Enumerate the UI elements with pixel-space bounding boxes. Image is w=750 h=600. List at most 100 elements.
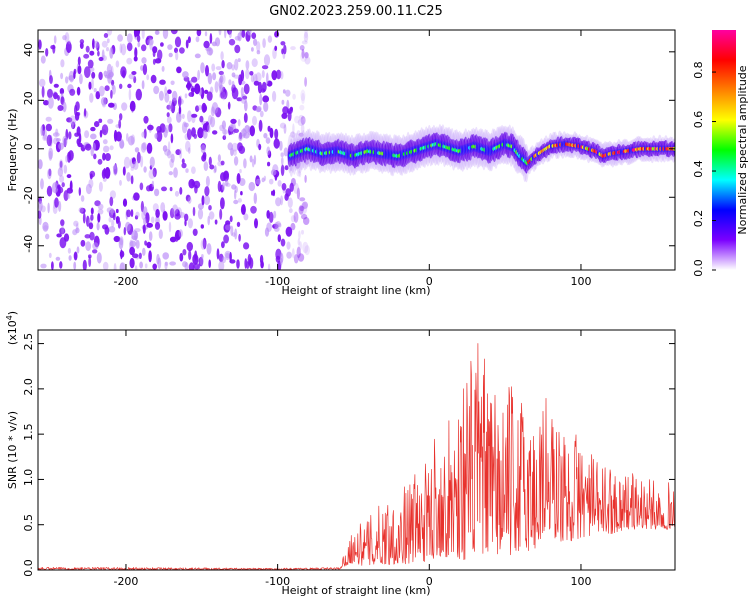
noise-speckle [134, 215, 139, 220]
noise-speckle [43, 225, 49, 230]
noise-speckle [249, 71, 254, 76]
noise-speckle [148, 250, 152, 263]
noise-speckle [133, 76, 137, 84]
noise-speckle [77, 56, 81, 66]
noise-speckle [66, 174, 72, 179]
noise-speckle [162, 211, 168, 221]
snr-panel: -200 -100 0 100 0.0 0.5 1.0 1.5 2.0 2.5 Height of… [5, 311, 676, 597]
noise-speckle [201, 195, 205, 206]
noise-speckle [301, 92, 305, 105]
noise-speckle [147, 38, 154, 46]
noise-speckle [150, 74, 157, 84]
noise-speckle [222, 129, 228, 135]
noise-speckle [65, 76, 69, 84]
noise-speckle [194, 83, 201, 95]
noise-speckle [92, 38, 95, 50]
noise-speckle [115, 131, 122, 142]
noise-speckle [40, 125, 44, 136]
noise-speckle [243, 112, 248, 123]
noise-speckle [127, 83, 132, 89]
noise-speckle [113, 164, 118, 176]
noise-speckle [275, 69, 282, 80]
noise-speckle [80, 195, 85, 202]
noise-speckle [262, 38, 266, 49]
spectrogram-xtick-label: -200 [113, 275, 138, 288]
noise-speckle [186, 83, 192, 88]
noise-speckle [202, 130, 208, 139]
noise-speckle [283, 44, 287, 55]
noise-speckle [83, 108, 87, 117]
noise-speckle [123, 227, 127, 236]
noise-speckle [185, 140, 191, 152]
noise-speckle [138, 252, 142, 259]
noise-speckle [267, 125, 271, 132]
noise-speckle [263, 132, 268, 139]
noise-speckle [178, 96, 182, 108]
noise-speckle [236, 259, 240, 269]
noise-speckle [64, 32, 70, 44]
figure-title: GN02.2023.259.00.11.C25 [269, 4, 443, 19]
noise-speckle [60, 72, 64, 80]
noise-speckle [107, 73, 112, 84]
noise-speckle [104, 153, 111, 161]
noise-speckle [229, 215, 233, 223]
noise-speckle [134, 47, 138, 59]
noise-speckle [98, 56, 104, 62]
noise-speckle [240, 128, 247, 137]
noise-speckle [128, 73, 136, 80]
noise-speckle [233, 199, 239, 205]
noise-speckle [299, 104, 305, 111]
noise-speckle [144, 240, 148, 246]
noise-speckle [243, 213, 249, 221]
noise-speckle [288, 208, 293, 214]
noise-speckle [205, 175, 210, 187]
noise-speckle [205, 65, 209, 77]
noise-speckle [103, 70, 108, 77]
noise-speckle [275, 221, 281, 228]
noise-speckle [68, 75, 75, 81]
noise-speckle [144, 263, 148, 269]
noise-speckle [237, 58, 241, 63]
colorbar-label: Normalized spectral amplitude [736, 65, 749, 234]
noise-speckle [223, 170, 230, 179]
colorbar-tick-label: 0.0 [692, 259, 705, 277]
noise-speckle [208, 211, 215, 220]
noise-speckle [273, 138, 280, 149]
noise-speckle [247, 30, 252, 36]
noise-speckle [209, 116, 216, 128]
noise-speckle [57, 167, 64, 177]
noise-speckle [300, 116, 306, 125]
noise-speckle [232, 149, 237, 156]
noise-speckle [301, 40, 308, 45]
noise-speckle [263, 54, 271, 66]
noise-speckle [42, 134, 48, 142]
noise-speckle [108, 226, 116, 233]
noise-speckle [121, 102, 128, 111]
noise-speckle [40, 205, 46, 213]
noise-speckle [185, 39, 189, 49]
snr-ytick-label: 2.0 [22, 378, 35, 396]
noise-speckle [76, 86, 81, 96]
noise-speckle [90, 126, 96, 132]
noise-speckle [166, 112, 170, 118]
noise-speckle [141, 210, 146, 220]
noise-speckle [156, 126, 162, 133]
noise-speckle [119, 262, 126, 270]
noise-speckle [281, 112, 288, 119]
noise-speckle [69, 88, 76, 96]
noise-speckle [193, 263, 200, 270]
noise-speckle [71, 121, 74, 130]
noise-speckle [258, 119, 263, 132]
noise-speckle [304, 174, 307, 183]
noise-speckle [252, 115, 257, 126]
noise-speckle [68, 255, 72, 261]
noise-speckle [154, 188, 160, 197]
noise-speckle [261, 177, 265, 183]
noise-speckle [107, 118, 114, 124]
noise-speckle [43, 100, 49, 106]
noise-speckle [250, 205, 257, 214]
noise-speckle [130, 209, 134, 218]
noise-speckle [230, 147, 234, 157]
noise-speckle [211, 63, 216, 72]
noise-speckle [236, 173, 241, 184]
